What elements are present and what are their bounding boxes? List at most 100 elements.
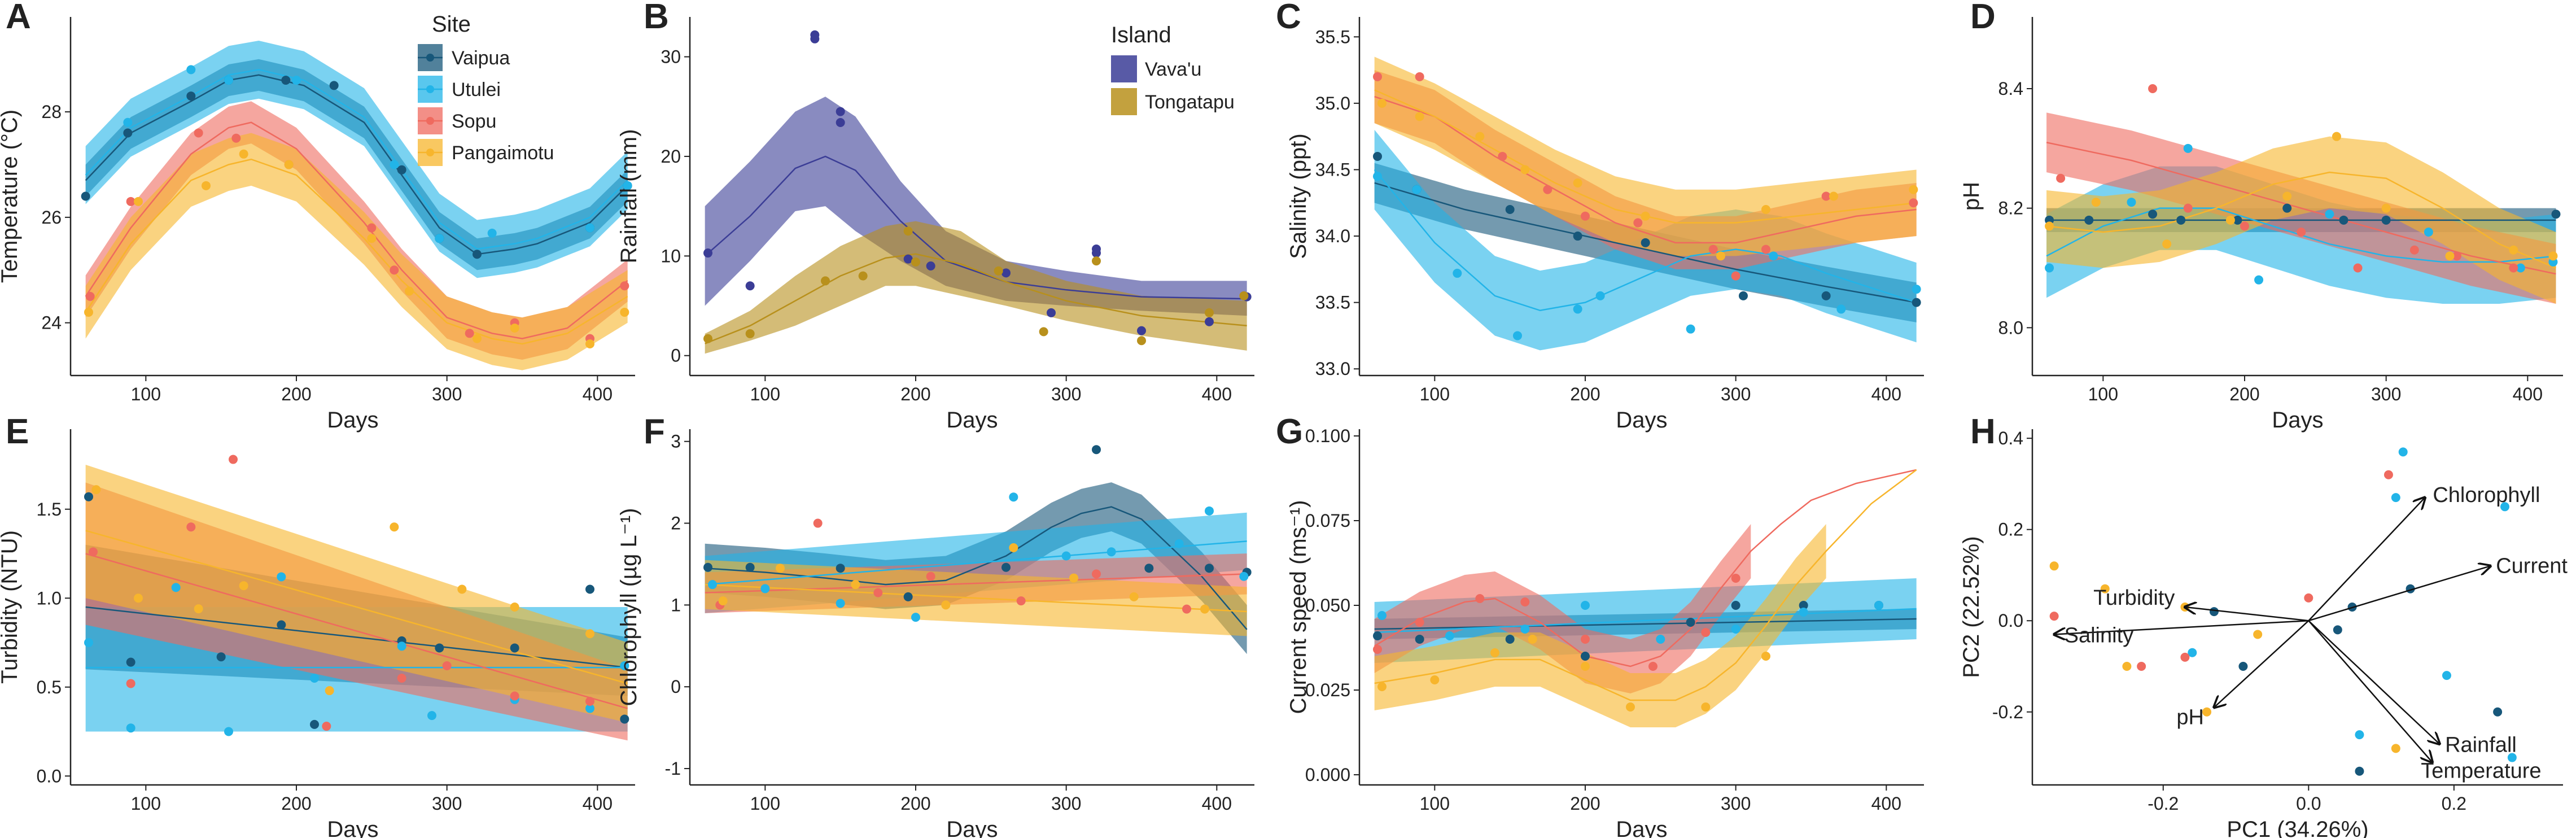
x-tick-label: 100: [131, 793, 161, 814]
x-tick-label: 200: [2229, 384, 2259, 404]
data-point: [216, 652, 226, 662]
x-tick-label: 100: [131, 384, 161, 404]
data-point: [510, 603, 519, 612]
data-point: [473, 250, 482, 259]
x-axis-title: Days: [2272, 408, 2323, 433]
x-axis-title: Days: [1616, 817, 1667, 838]
y-tick-label: 8.0: [1998, 317, 2023, 338]
data-point: [903, 592, 913, 601]
trend-line-vaipua: [85, 74, 628, 255]
data-point: [1701, 628, 1711, 637]
data-point: [903, 254, 913, 264]
trend-line-utulei: [1374, 169, 1917, 312]
confidence-band-utulei: [85, 41, 628, 278]
pca-score-point: [2391, 744, 2400, 753]
data-point: [239, 581, 248, 591]
data-point: [224, 727, 233, 736]
y-tick-label: -1: [665, 758, 681, 779]
y-tick-label: 0.0: [37, 766, 62, 786]
x-axis-title: Days: [327, 817, 378, 838]
site-legend-label: Sopu: [452, 111, 496, 132]
confidence-band-pangaimotu: [1374, 524, 1826, 727]
y-tick-label: 34.5: [1315, 159, 1350, 180]
data-point: [1377, 98, 1387, 108]
y-tick-label: 0.0: [1998, 610, 2023, 631]
pca-score-point: [2383, 470, 2393, 479]
pca-score-point: [2355, 766, 2364, 776]
data-point: [1769, 251, 1778, 261]
data-point: [2045, 221, 2054, 231]
data-point: [810, 34, 820, 43]
y-tick-label: 26: [41, 207, 62, 228]
loading-arrow-salinity: [2054, 619, 2309, 634]
island-legend-label: Vava'u: [1145, 59, 1201, 80]
y-tick-label: 20: [661, 146, 681, 167]
data-point: [1573, 232, 1582, 241]
x-tick-label: 300: [1721, 793, 1751, 814]
data-point: [229, 455, 238, 464]
data-point: [620, 307, 629, 317]
data-point: [277, 572, 286, 582]
trend-line-vaipua: [1374, 182, 1917, 303]
data-point: [858, 271, 868, 281]
data-point: [397, 641, 406, 651]
x-tick-label: 400: [1871, 384, 1901, 404]
trend-line-sopu: [85, 121, 628, 339]
data-point: [1373, 172, 1382, 181]
data-point: [397, 674, 406, 683]
data-point: [2162, 239, 2172, 249]
data-point: [1641, 238, 1650, 247]
data-point: [745, 562, 755, 572]
y-tick-label: 1: [671, 595, 681, 615]
data-point: [2056, 173, 2066, 183]
data-point: [202, 181, 211, 190]
trend-line-sopu: [85, 553, 628, 709]
data-point: [1182, 604, 1191, 614]
data-point: [1633, 218, 1643, 228]
data-point: [1137, 326, 1146, 335]
x-tick-label: -0.2: [2148, 793, 2179, 814]
data-point: [442, 661, 452, 670]
pca-score-point: [2493, 707, 2503, 717]
loading-arrow-temperature: [2308, 620, 2432, 762]
data-point: [1039, 327, 1048, 337]
data-point: [239, 149, 248, 159]
data-point: [585, 704, 594, 713]
data-point: [435, 643, 444, 653]
x-axis-title: Days: [946, 408, 998, 433]
loading-label-temperature: Temperature: [2421, 760, 2541, 783]
data-point: [397, 165, 406, 174]
y-tick-label: 1.0: [37, 588, 62, 608]
loading-arrow-ph: [2214, 620, 2310, 707]
data-point: [911, 613, 920, 622]
x-tick-label: 200: [281, 793, 311, 814]
data-point: [390, 160, 399, 169]
data-point: [224, 76, 233, 85]
trend-line-vavau: [704, 155, 1247, 300]
data-point: [1373, 151, 1382, 161]
data-point: [1912, 298, 1921, 307]
data-point: [1069, 573, 1078, 583]
data-point: [2548, 251, 2558, 261]
x-tick-label: 300: [432, 384, 462, 404]
data-point: [1821, 291, 1831, 300]
data-point: [585, 629, 594, 639]
data-point: [2148, 210, 2158, 219]
trend-line-sopu: [2046, 142, 2556, 275]
data-point: [1505, 205, 1515, 215]
pca-score-point: [2304, 593, 2313, 603]
plot-area: [2045, 84, 2561, 304]
data-point: [1061, 551, 1071, 561]
x-tick-label: 100: [1420, 793, 1450, 814]
data-point: [126, 723, 135, 733]
data-point: [126, 197, 135, 206]
data-point: [510, 323, 519, 333]
trend-line-utulei: [1374, 608, 1917, 634]
confidence-band-pangaimotu: [2046, 136, 2556, 304]
plot-area: [81, 41, 632, 370]
y-tick-label: 35.0: [1315, 93, 1350, 114]
panel-letter-C: C: [1276, 0, 1301, 36]
data-point: [1445, 631, 1454, 640]
data-point: [620, 281, 629, 291]
y-tick-label: 0.100: [1305, 426, 1350, 446]
